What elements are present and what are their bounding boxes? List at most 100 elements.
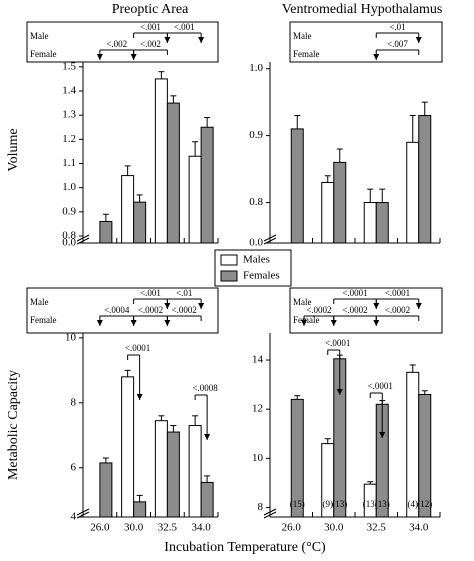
p-value: <.002 xyxy=(140,39,161,49)
p-value: <.007 xyxy=(387,39,408,49)
p-value: <.002 xyxy=(106,39,127,49)
arrow-head xyxy=(136,394,143,400)
bar xyxy=(99,462,113,518)
arrow-head xyxy=(164,37,171,43)
arrow-head xyxy=(336,389,343,395)
p-value: <.0002 xyxy=(342,305,367,315)
panel-title: Preoptic Area xyxy=(112,2,189,17)
y-tick-label: 1.2 xyxy=(62,133,76,145)
arrow-head xyxy=(130,54,137,60)
y-tick-label: 14 xyxy=(252,354,264,366)
p-value: <.001 xyxy=(174,22,195,32)
arrow-head xyxy=(96,320,103,326)
p-value: <.01 xyxy=(176,288,192,298)
bar xyxy=(406,371,420,518)
p-value: <.0002 xyxy=(172,305,197,315)
significance-box xyxy=(26,287,219,334)
arrow-head xyxy=(373,303,380,309)
p-value: <.0002 xyxy=(385,305,410,315)
sample-size: (4) xyxy=(408,499,419,509)
y-tick-label: 0.9 xyxy=(249,129,263,141)
annotation: <.0008 xyxy=(192,383,218,393)
bar xyxy=(121,175,135,244)
bar xyxy=(418,115,432,244)
bar xyxy=(333,161,347,244)
arrow-head xyxy=(130,320,137,326)
x-tick-label: 30.0 xyxy=(124,522,144,534)
bar xyxy=(121,376,135,518)
x-tick-label: 26.0 xyxy=(282,522,302,534)
y-tick-label: 1.0 xyxy=(249,62,263,74)
y-tick-label: 0.8 xyxy=(249,196,263,208)
legend-swatch xyxy=(220,270,238,282)
bar xyxy=(133,201,147,244)
bar xyxy=(200,481,214,518)
y-tick-label: 8 xyxy=(71,396,77,408)
bar xyxy=(188,425,202,518)
x-axis-title: Incubation Temperature (°C) xyxy=(164,540,326,555)
arrow-head xyxy=(330,320,337,326)
arrow-head xyxy=(373,54,380,60)
y-tick-label: 10 xyxy=(65,331,77,343)
p-value: <.01 xyxy=(389,22,405,32)
y-tick-label: 0.9 xyxy=(62,205,76,217)
p-value: <.0004 xyxy=(104,305,130,315)
sample-size: (15) xyxy=(290,499,305,509)
arrow-head xyxy=(96,54,103,60)
y-tick-label: 1.0 xyxy=(62,181,76,193)
arrow-head xyxy=(164,303,171,309)
arrow-head xyxy=(301,320,307,326)
significance-box xyxy=(289,21,443,63)
y-tick-label: 12 xyxy=(252,403,263,415)
y-tick-label: 4 xyxy=(71,511,77,523)
row-label: Male xyxy=(293,297,312,307)
bar xyxy=(99,221,113,244)
arrow-head xyxy=(164,320,171,326)
x-tick-label: 30.0 xyxy=(324,522,344,534)
y-tick-label: 0.0 xyxy=(62,237,76,249)
y-tick-label: 10 xyxy=(252,452,264,464)
bar xyxy=(200,126,214,244)
p-value: <.001 xyxy=(140,288,161,298)
bar xyxy=(290,128,304,244)
arrow-head xyxy=(198,303,205,309)
row-label: Female xyxy=(30,315,57,325)
annotation: <.0001 xyxy=(125,343,150,353)
y-tick-label: 8 xyxy=(258,501,264,513)
arrow-head xyxy=(373,320,380,326)
panel-title: Ventromedial Hypothalamus xyxy=(282,2,443,17)
sample-size: (9) xyxy=(323,499,334,509)
y-tick-label: 6 xyxy=(71,461,77,473)
x-tick-label: 34.0 xyxy=(192,522,212,534)
annotation: <.0001 xyxy=(368,381,393,391)
row-label: Female xyxy=(293,49,320,59)
row-label: Male xyxy=(30,31,49,41)
legend-label: Females xyxy=(243,270,280,282)
y-tick-label: 0.0 xyxy=(249,237,263,249)
significance-box xyxy=(289,287,443,334)
p-value: <.0002 xyxy=(138,305,163,315)
bar xyxy=(188,155,202,244)
p-value: <.001 xyxy=(140,22,161,32)
sample-size: (13) xyxy=(375,499,390,509)
bar xyxy=(154,420,168,518)
y-axis-title: Metabolic Capacity xyxy=(6,370,21,480)
sample-size: (12) xyxy=(417,499,432,509)
significance-box xyxy=(26,21,219,63)
bar xyxy=(166,102,180,244)
arrow-head xyxy=(415,37,422,43)
y-tick-label: 1.1 xyxy=(62,157,76,169)
y-tick-label: 1.5 xyxy=(62,60,76,72)
p-value: <.0001 xyxy=(342,288,367,298)
arrow-head xyxy=(204,434,211,440)
row-label: Male xyxy=(30,297,49,307)
sample-size: (13) xyxy=(332,499,347,509)
row-label: Female xyxy=(30,49,57,59)
bar xyxy=(363,202,377,244)
legend-label: Males xyxy=(243,254,270,266)
arrow-head xyxy=(415,303,422,309)
x-tick-label: 34.0 xyxy=(409,522,429,534)
axis-break xyxy=(263,508,277,519)
bar xyxy=(375,202,389,244)
y-axis-title: Volume xyxy=(6,128,21,171)
